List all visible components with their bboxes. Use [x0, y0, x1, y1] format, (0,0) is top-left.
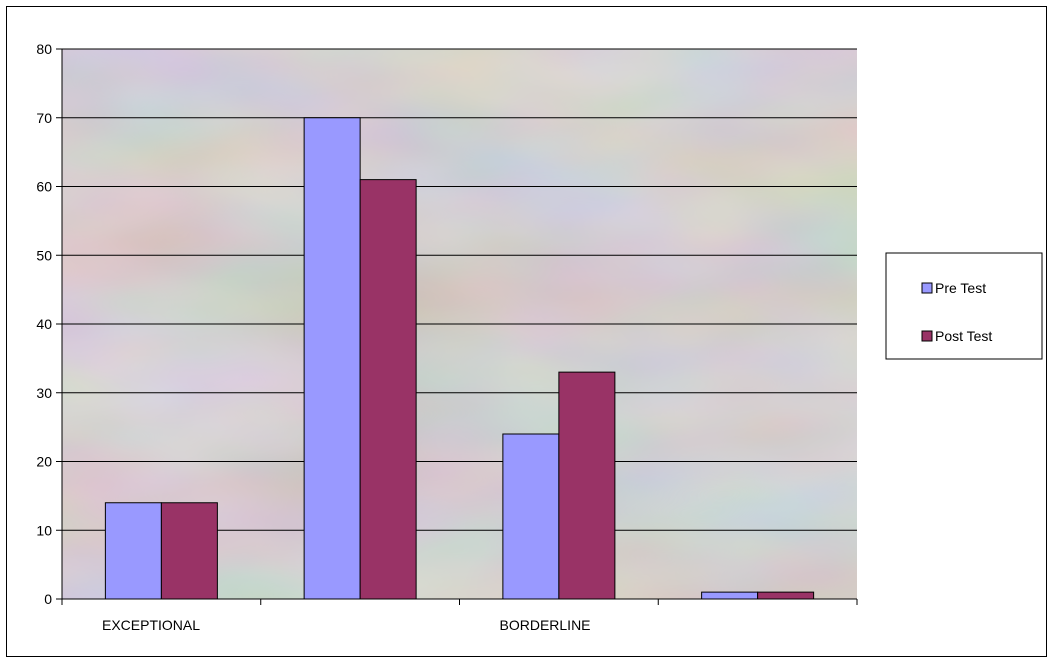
y-tick-label: 0 [44, 591, 52, 607]
bar-pre-test [502, 433, 560, 600]
bar-post-test [757, 591, 815, 600]
bar-post-test [558, 371, 616, 600]
bar-chart: 0 10 20 30 40 50 60 70 80 EXCEPTIONAL BORDERLINE P… [36, 41, 1043, 633]
x-tick-label: EXCEPTIONAL [102, 617, 200, 633]
y-tick-label: 80 [36, 41, 52, 57]
y-tick-label: 70 [36, 110, 52, 126]
y-tick-label: 30 [36, 385, 52, 401]
bar-pre-test [701, 591, 759, 600]
bar-post-test [160, 502, 218, 600]
legend-box [885, 252, 1043, 360]
legend: Pre Test Post Test [885, 252, 1043, 360]
y-tick-label: 50 [36, 247, 52, 263]
legend-swatch [921, 282, 933, 294]
y-tick-label: 60 [36, 179, 52, 195]
bar-pre-test [303, 117, 361, 600]
bar-pre-test [104, 502, 162, 600]
y-tick-label: 10 [36, 522, 52, 538]
x-tick-label: BORDERLINE [500, 617, 591, 633]
legend-swatch [921, 330, 933, 342]
y-tick-label: 40 [36, 316, 52, 332]
plot-area: 0 10 20 30 40 50 60 70 80 EXCEPTIONAL BORDERLINE [36, 41, 858, 633]
legend-label: Pre Test [935, 280, 986, 296]
chart-container: 0 10 20 30 40 50 60 70 80 EXCEPTIONAL BORDERLINE P… [6, 6, 1047, 657]
bar-post-test [359, 179, 417, 600]
y-tick-label: 20 [36, 454, 52, 470]
legend-label: Post Test [935, 328, 992, 344]
